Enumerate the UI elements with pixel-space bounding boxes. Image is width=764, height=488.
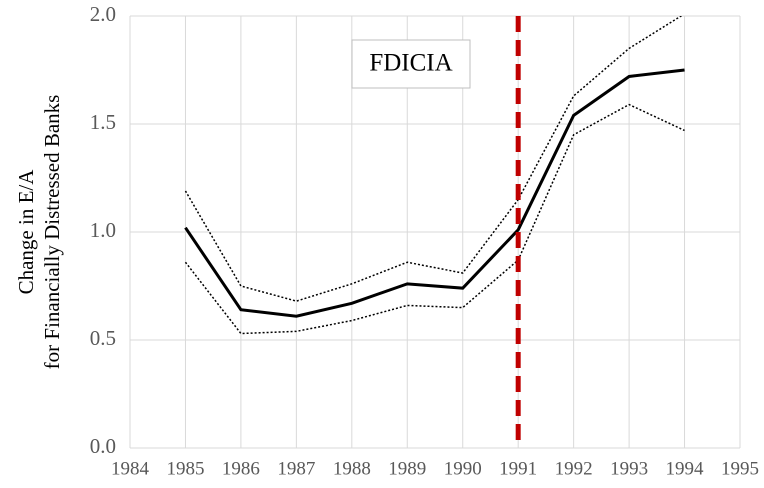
- x-tick-label: 1990: [444, 458, 482, 479]
- y-axis-label: Change in E/A: [14, 169, 38, 295]
- line-series: [184, 103, 685, 335]
- annotation: FDICIA: [369, 50, 452, 77]
- y-tick-label: 0.0: [90, 434, 116, 458]
- annotation-box: [351, 39, 471, 89]
- x-tick-label: 1986: [222, 458, 260, 479]
- x-tick-label: 1985: [166, 458, 204, 479]
- x-tick-label: 1988: [333, 458, 371, 479]
- x-tick-label: 1987: [277, 458, 315, 479]
- y-tick-label: 0.5: [90, 326, 116, 350]
- x-tick-label: 1984: [111, 458, 150, 479]
- x-tick-label: 1992: [555, 458, 593, 479]
- y-tick-label: 2.0: [90, 2, 116, 26]
- x-tick-label: 1995: [721, 458, 759, 479]
- line-series: [184, 16, 683, 302]
- x-tick-label: 1993: [610, 458, 648, 479]
- y-tick-label: 1.0: [90, 218, 116, 242]
- x-tick-label: 1994: [666, 458, 705, 479]
- x-tick-label: 1991: [499, 458, 537, 479]
- line-series: [184, 68, 685, 318]
- y-axis-label: for Financially Distressed Banks: [40, 95, 64, 370]
- plot-lines: [184, 16, 685, 335]
- y-tick-label: 1.5: [90, 110, 116, 134]
- x-tick-label: 1989: [388, 458, 426, 479]
